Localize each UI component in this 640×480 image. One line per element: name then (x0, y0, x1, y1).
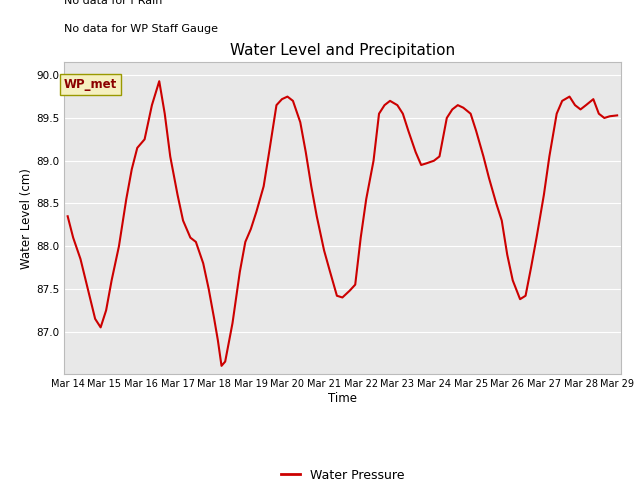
X-axis label: Time: Time (328, 392, 357, 405)
Y-axis label: Water Level (cm): Water Level (cm) (20, 168, 33, 269)
Legend: Water Pressure: Water Pressure (276, 464, 409, 480)
Text: No data for WP Staff Gauge: No data for WP Staff Gauge (64, 24, 218, 34)
Title: Water Level and Precipitation: Water Level and Precipitation (230, 44, 455, 59)
Text: WP_met: WP_met (64, 78, 117, 91)
Text: No data for f Rain: No data for f Rain (64, 0, 163, 6)
